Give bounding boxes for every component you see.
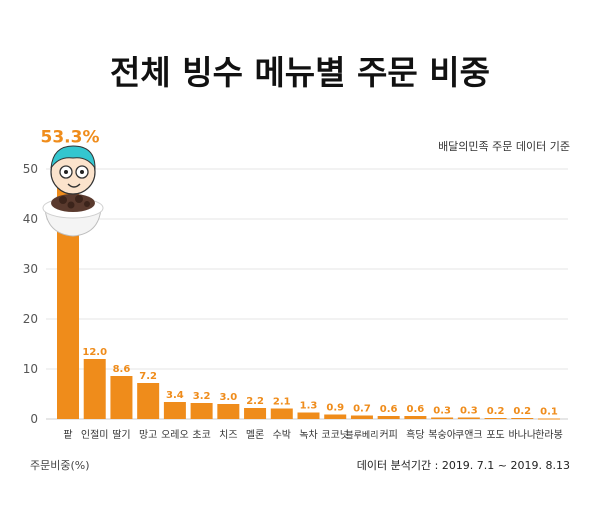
bar-value-label: 8.6: [113, 364, 131, 375]
bar-value-label: 0.1: [540, 407, 558, 418]
bar-value-label: 0.9: [326, 403, 344, 414]
bar-value-label: 53.3%: [41, 128, 100, 148]
x-tick-label: 멜론: [246, 429, 264, 441]
bar: [538, 418, 560, 420]
bar: [217, 404, 240, 419]
source-note: 배달의민족 주문 데이터 기준: [438, 140, 570, 153]
x-tick-label: 한라봉: [535, 429, 563, 441]
bar: [270, 408, 293, 419]
x-tick-label: 수박: [273, 429, 291, 441]
x-tick-label: 오레오: [161, 429, 189, 441]
x-tick-label: 녹차: [299, 429, 317, 441]
y-tick-label: 50: [23, 162, 38, 176]
bar: [404, 416, 427, 419]
bar-value-label: 2.1: [273, 397, 291, 408]
bar: [110, 376, 133, 419]
y-tick-label: 20: [23, 312, 38, 326]
bar-value-label: 3.2: [193, 391, 211, 402]
bar-value-label: 0.2: [513, 406, 531, 417]
x-tick-label: 딸기: [112, 429, 130, 441]
y-axis-label: 주문비중(%): [30, 459, 90, 472]
bar-value-label: 0.6: [407, 404, 425, 415]
y-tick-label: 40: [23, 212, 38, 226]
x-tick-label: 인절미: [81, 428, 109, 441]
x-tick-label: 블루베리: [345, 430, 378, 441]
x-tick-label: 복숭아: [428, 429, 456, 441]
x-tick-label: 쿠앤크: [455, 429, 483, 441]
bar-value-label: 1.3: [300, 401, 318, 412]
bar-value-label: 3.0: [219, 392, 237, 403]
x-tick-label: 치즈: [219, 429, 237, 441]
bar: [350, 415, 373, 419]
bar: [297, 412, 320, 419]
bar-value-label: 0.6: [380, 404, 398, 415]
y-tick-label: 30: [23, 262, 38, 276]
bar-value-label: 0.3: [460, 406, 478, 417]
bar-value-label: 12.0: [82, 347, 107, 358]
mascot-bingsu-icon: [42, 145, 104, 237]
x-tick-label: 망고: [139, 429, 157, 441]
value-labels: 53.3% 12.0 8.6 7.2 3.4 3.2 3.0 2.2 2.1 1.3 0.9 0.7 0…: [41, 128, 558, 418]
footnote: 데이터 분석기간 : 2019. 7.1 ~ 2019. 8.13: [357, 459, 570, 472]
x-tick-label: 포도: [486, 430, 504, 441]
y-tick-label: 0: [30, 412, 38, 426]
bar: [137, 383, 160, 419]
x-tick-label: 코코넛: [321, 429, 349, 441]
bar: [511, 418, 534, 419]
bar-value-label: 0.2: [487, 406, 505, 417]
bar: [163, 402, 186, 419]
x-tick-label: 흑당: [406, 428, 424, 441]
bar: [457, 417, 480, 419]
x-tick-label: 커피: [379, 429, 397, 441]
bar-value-label: 0.3: [433, 406, 451, 417]
bar: [324, 414, 347, 419]
gridlines: [46, 168, 568, 420]
bar: [431, 417, 454, 419]
bar-value-label: 0.7: [353, 404, 371, 415]
bar: [484, 418, 507, 419]
bar: [83, 359, 106, 419]
bar: [190, 403, 213, 419]
bar: [377, 416, 400, 419]
bar-value-label: 7.2: [139, 371, 157, 382]
y-axis: 0 10 20 30 40 50: [23, 162, 38, 426]
bar-value-label: 2.2: [246, 396, 264, 407]
x-tick-label: 초코: [192, 429, 210, 441]
bars: [57, 152, 560, 420]
x-tick-label: 바나나: [508, 429, 536, 441]
chart-title: 전체 빙수 메뉴별 주문 비중: [110, 53, 490, 92]
y-tick-label: 10: [23, 362, 38, 376]
bar: [244, 408, 267, 419]
bar-value-label: 3.4: [166, 390, 184, 401]
x-tick-label: 팥: [63, 429, 72, 441]
